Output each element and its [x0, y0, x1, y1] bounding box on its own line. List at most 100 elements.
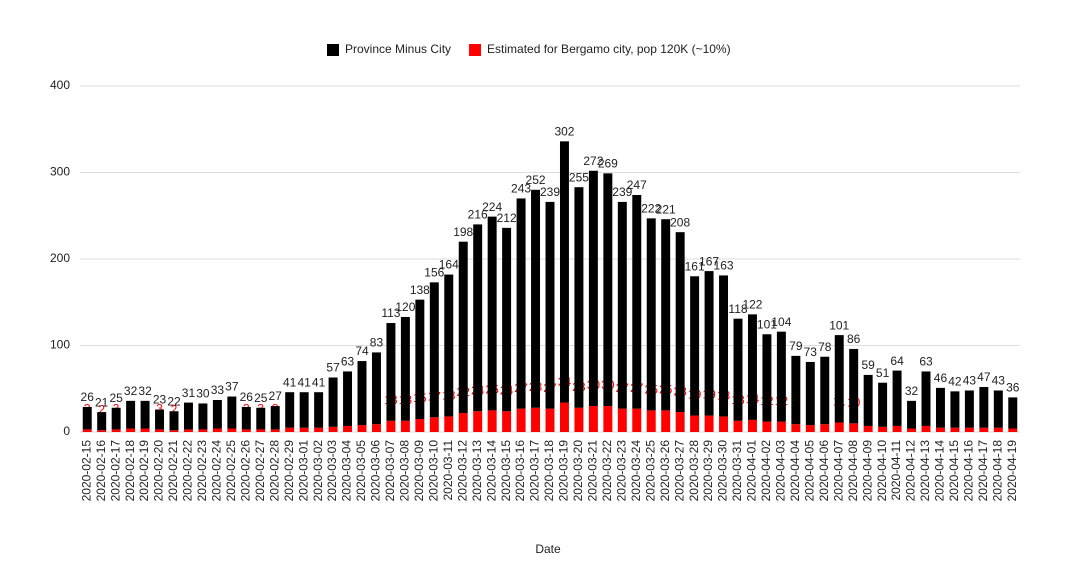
bar-segment	[429, 282, 439, 418]
x-tick-label: 2020-03-05	[354, 440, 368, 502]
x-tick-label: 2020-04-15	[947, 440, 961, 502]
x-tick-label: 2020-02-21	[166, 440, 180, 502]
x-tick-label: 2020-04-04	[788, 440, 802, 502]
x-tick-label: 2020-02-26	[238, 440, 252, 502]
data-label: 63	[341, 355, 355, 369]
bar-segment	[661, 410, 671, 432]
data-label: 51	[876, 366, 890, 380]
x-tick-label: 2020-03-13	[470, 440, 484, 502]
bar-segment	[588, 406, 598, 432]
data-label: 2	[98, 402, 105, 416]
bar-segment	[907, 428, 917, 432]
bar-segment	[357, 425, 367, 432]
x-tick-label: 2020-03-25	[643, 440, 657, 502]
x-tick-label: 2020-04-13	[918, 440, 932, 502]
x-tick-label: 2020-03-15	[499, 440, 513, 502]
data-label: 221	[656, 202, 676, 216]
x-tick-label: 2020-03-26	[658, 440, 672, 502]
bar-segment	[487, 216, 497, 411]
x-tick-label: 2020-02-15	[79, 440, 93, 502]
bar-segment	[921, 425, 931, 432]
data-label: 41	[312, 375, 326, 389]
bar-segment	[690, 415, 700, 432]
bar-segment	[603, 173, 613, 407]
bar-segment	[415, 419, 425, 432]
bar-segment	[227, 396, 237, 429]
bar-segment	[935, 387, 945, 428]
data-label: 120	[395, 300, 415, 314]
data-label: 36	[1006, 381, 1020, 395]
data-label: 37	[225, 380, 239, 394]
x-tick-label: 2020-04-14	[933, 440, 947, 502]
bar-segment	[140, 400, 150, 429]
bar-segment	[834, 422, 844, 432]
data-label: 104	[771, 315, 791, 329]
x-tick-label: 2020-03-12	[455, 440, 469, 502]
x-tick-label: 2020-03-07	[383, 440, 397, 502]
x-tick-label: 2020-02-19	[137, 440, 151, 502]
data-label: 83	[370, 336, 384, 350]
bar-segment	[487, 410, 497, 432]
x-tick-label: 2020-02-23	[195, 440, 209, 502]
bar-segment	[458, 412, 468, 432]
x-tick-label: 2020-04-18	[990, 440, 1004, 502]
y-tick-label: 0	[63, 424, 70, 438]
data-label: 101	[829, 318, 849, 332]
bar-segment	[675, 412, 685, 432]
x-tick-label: 2020-04-03	[774, 440, 788, 502]
data-label: 252	[526, 173, 546, 187]
bar-segment	[516, 408, 526, 432]
bar-segment	[97, 430, 107, 432]
data-label: 26	[81, 390, 95, 404]
x-tick-label: 2020-04-17	[976, 440, 990, 502]
bar-segment	[878, 382, 888, 427]
data-label: 47	[977, 370, 991, 384]
data-label: 113	[381, 306, 400, 320]
bar-segment	[935, 427, 945, 432]
x-tick-label: 2020-04-19	[1005, 440, 1019, 502]
data-label: 156	[424, 266, 444, 280]
bar-segment	[429, 417, 439, 432]
bar-segment	[299, 392, 309, 428]
x-tick-label: 2020-04-05	[802, 440, 816, 502]
bar-segment	[241, 429, 251, 432]
data-label: 122	[742, 298, 762, 312]
bar-segment	[82, 406, 92, 430]
data-label: 2	[171, 402, 178, 416]
x-tick-label: 2020-03-17	[528, 440, 542, 502]
data-label: 163	[714, 259, 734, 273]
data-label: 25	[109, 391, 123, 405]
bar-segment	[357, 361, 367, 426]
data-label: 63	[919, 355, 933, 369]
x-tick-label: 2020-03-27	[672, 440, 686, 502]
x-tick-label: 2020-04-08	[846, 440, 860, 502]
x-tick-label: 2020-03-28	[687, 440, 701, 502]
bar-segment	[776, 421, 786, 432]
bar-segment	[212, 399, 222, 429]
bar-segment	[212, 428, 222, 432]
bar-segment	[299, 427, 309, 432]
data-label: 30	[196, 387, 210, 401]
x-tick-label: 2020-03-23	[614, 440, 628, 502]
bar-segment	[791, 355, 801, 425]
x-tick-label: 2020-03-08	[398, 440, 412, 502]
x-axis-label: Date	[535, 542, 561, 556]
bar-segment	[314, 427, 324, 432]
bar-segment	[256, 407, 266, 430]
data-label: 86	[847, 332, 861, 346]
data-label: 25	[254, 391, 268, 405]
data-label: 138	[410, 283, 430, 297]
bar-segment	[617, 408, 627, 432]
legend-swatch	[327, 44, 339, 56]
bar-segment	[400, 420, 410, 432]
x-tick-label: 2020-03-19	[557, 440, 571, 502]
x-tick-label: 2020-04-07	[831, 440, 845, 502]
x-tick-label: 2020-04-16	[962, 440, 976, 502]
x-tick-label: 2020-03-20	[571, 440, 585, 502]
bar-segment	[559, 141, 569, 403]
bar-segment	[747, 419, 757, 432]
bar-segment	[719, 275, 729, 417]
legend-swatch	[469, 44, 482, 56]
data-label: 269	[598, 157, 618, 171]
